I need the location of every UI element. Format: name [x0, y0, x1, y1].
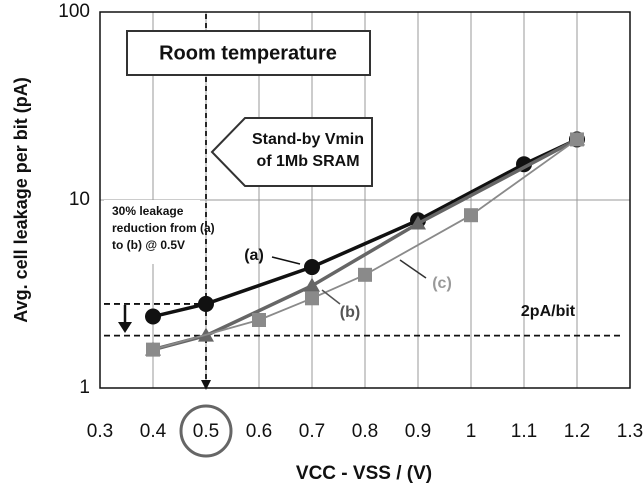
reference-arrow [201, 380, 211, 390]
x-tick-label: 0.5 [193, 421, 219, 442]
reduction-label: 30% leakage [112, 204, 184, 218]
marker [146, 342, 160, 357]
vmin-arrow [210, 117, 373, 187]
label-pointer [321, 289, 341, 305]
marker [145, 308, 161, 325]
y-axis-title: Avg. cell leakage per bit (pA) [11, 77, 31, 322]
room-box: Room temperature [126, 30, 371, 76]
y-tick-label: 10 [69, 189, 90, 210]
x-tick-label: 0.7 [299, 421, 325, 442]
reduction-label: to (b) @ 0.5V [112, 238, 185, 252]
reduction-arrow [118, 305, 132, 333]
arrow-head [118, 322, 132, 333]
label-pointer [399, 259, 427, 279]
marker [464, 208, 478, 223]
marker [570, 132, 584, 147]
reduction-bg [104, 200, 200, 264]
reduction-label: reduction from (a) [112, 221, 215, 235]
vmin-label: of 1Mb SRAM [256, 153, 359, 170]
marker [358, 267, 372, 282]
marker [304, 277, 320, 292]
x-axis-title: VCC - VSS / (V) [296, 463, 432, 484]
tick-highlight [179, 404, 233, 458]
marker [305, 291, 319, 306]
marker [410, 215, 426, 230]
series [145, 131, 585, 357]
series-line [152, 137, 578, 319]
marker [304, 259, 320, 276]
series-label: (a) [244, 247, 264, 264]
x-tick-label: 0.3 [87, 421, 113, 442]
limit-label: 2pA/bit [521, 303, 576, 320]
x-tick-label: 0.8 [352, 421, 378, 442]
x-tick-label: 1.3 [617, 421, 643, 442]
marker [198, 295, 214, 312]
series-line [152, 138, 578, 351]
x-tick-label: 0.6 [246, 421, 272, 442]
reference-lines [104, 14, 622, 458]
vmin-label: Stand-by Vmin [252, 131, 364, 148]
label-pointer [271, 256, 301, 265]
room-box-frame [126, 30, 371, 76]
y-tick-label: 100 [58, 1, 90, 22]
plot-frame [99, 11, 631, 389]
x-tick-label: 1 [466, 421, 477, 442]
vmin-box: Stand-by Vmin of 1Mb SRAM [210, 117, 373, 187]
x-tick-label: 1.1 [511, 421, 537, 442]
y-tick-label: 1 [79, 377, 90, 398]
marker [252, 312, 266, 327]
x-tick-label: 1.2 [564, 421, 590, 442]
x-tick-label: 0.9 [405, 421, 431, 442]
x-tick-label: 0.4 [140, 421, 167, 442]
series-label: (c) [432, 275, 452, 292]
series-label: (b) [340, 304, 360, 321]
room-label: Room temperature [159, 42, 337, 64]
